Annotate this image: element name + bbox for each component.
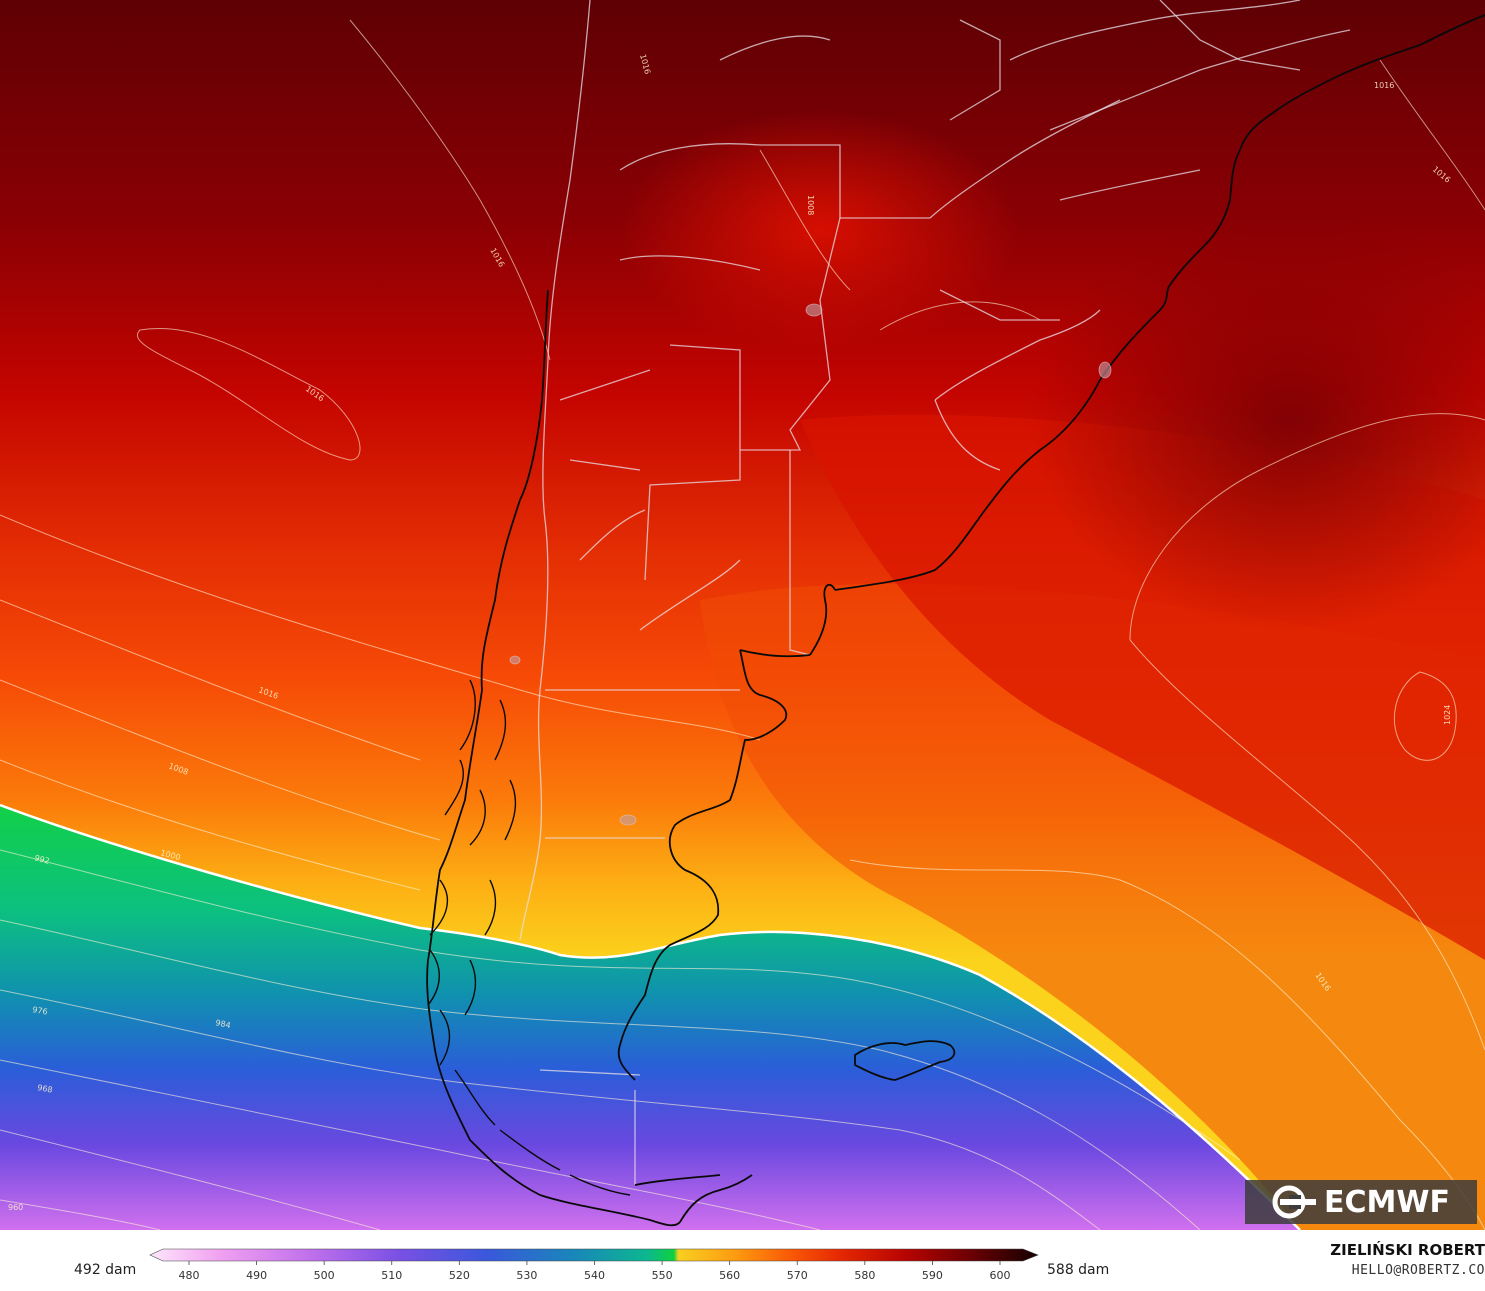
colorbar-tick-label: 590 <box>922 1269 943 1282</box>
isobar-label: 960 <box>8 1203 23 1212</box>
colorbar-area: 492 dam 480 490 500 510 520 530 540 <box>0 1232 1485 1287</box>
colorbar-tick-label: 540 <box>584 1269 605 1282</box>
political-borders <box>519 0 1351 1185</box>
credit-name: ZIELIŃSKI ROBERT <box>1330 1241 1485 1259</box>
colorbar-tick-label: 580 <box>854 1269 875 1282</box>
cold-air-field <box>0 805 1300 1230</box>
colorbar: 480 490 500 510 520 530 540 550 560 570 580 590 600 <box>149 1248 1039 1282</box>
credit-email: HELLO@ROBERTZ.CO <box>1351 1263 1485 1278</box>
isobar-label: 992 <box>33 853 50 866</box>
geopotential-map-svg: 1016 1016 1016 1016 1016 1016 1024 1008 … <box>0 0 1485 1230</box>
weather-map: 1016 1016 1016 1016 1016 1016 1024 1008 … <box>0 0 1485 1230</box>
isobar-label: 1024 <box>1443 705 1452 725</box>
colorbar-tick-label: 480 <box>179 1269 200 1282</box>
isobar-label: 1016 <box>1374 81 1394 90</box>
ridge-core <box>1030 210 1485 630</box>
chilean-archipelago <box>427 679 631 1196</box>
ecmwf-logo: ECMWF <box>1245 1180 1477 1224</box>
isobar-label: 976 <box>32 1005 49 1017</box>
colorbar-tick-label: 570 <box>787 1269 808 1282</box>
colorbar-max-label: 588 dam <box>1047 1262 1110 1278</box>
colorbar-min-label: 492 dam <box>74 1262 137 1278</box>
logo-text: ECMWF <box>1324 1184 1450 1220</box>
isobar-label: 968 <box>37 1083 54 1095</box>
colorbar-tick-label: 500 <box>314 1269 335 1282</box>
colorbar-tick-label: 600 <box>990 1269 1011 1282</box>
isobar-label: 984 <box>215 1018 232 1030</box>
isobar-label: 1008 <box>806 195 815 215</box>
isobar-lines <box>0 19 1485 1230</box>
ridge-core-2 <box>620 110 1020 350</box>
colorbar-tick-label: 560 <box>719 1269 740 1282</box>
colorbar-tick-label: 490 <box>246 1269 267 1282</box>
coastline <box>426 14 1485 1227</box>
colorbar-tick-label: 510 <box>381 1269 402 1282</box>
colorbar-tick-label: 520 <box>449 1269 470 1282</box>
colorbar-tick-label: 530 <box>516 1269 537 1282</box>
lakes <box>509 303 1112 826</box>
colorbar-tick-label: 550 <box>652 1269 673 1282</box>
ecmwf-logo-icon <box>1272 1185 1317 1219</box>
